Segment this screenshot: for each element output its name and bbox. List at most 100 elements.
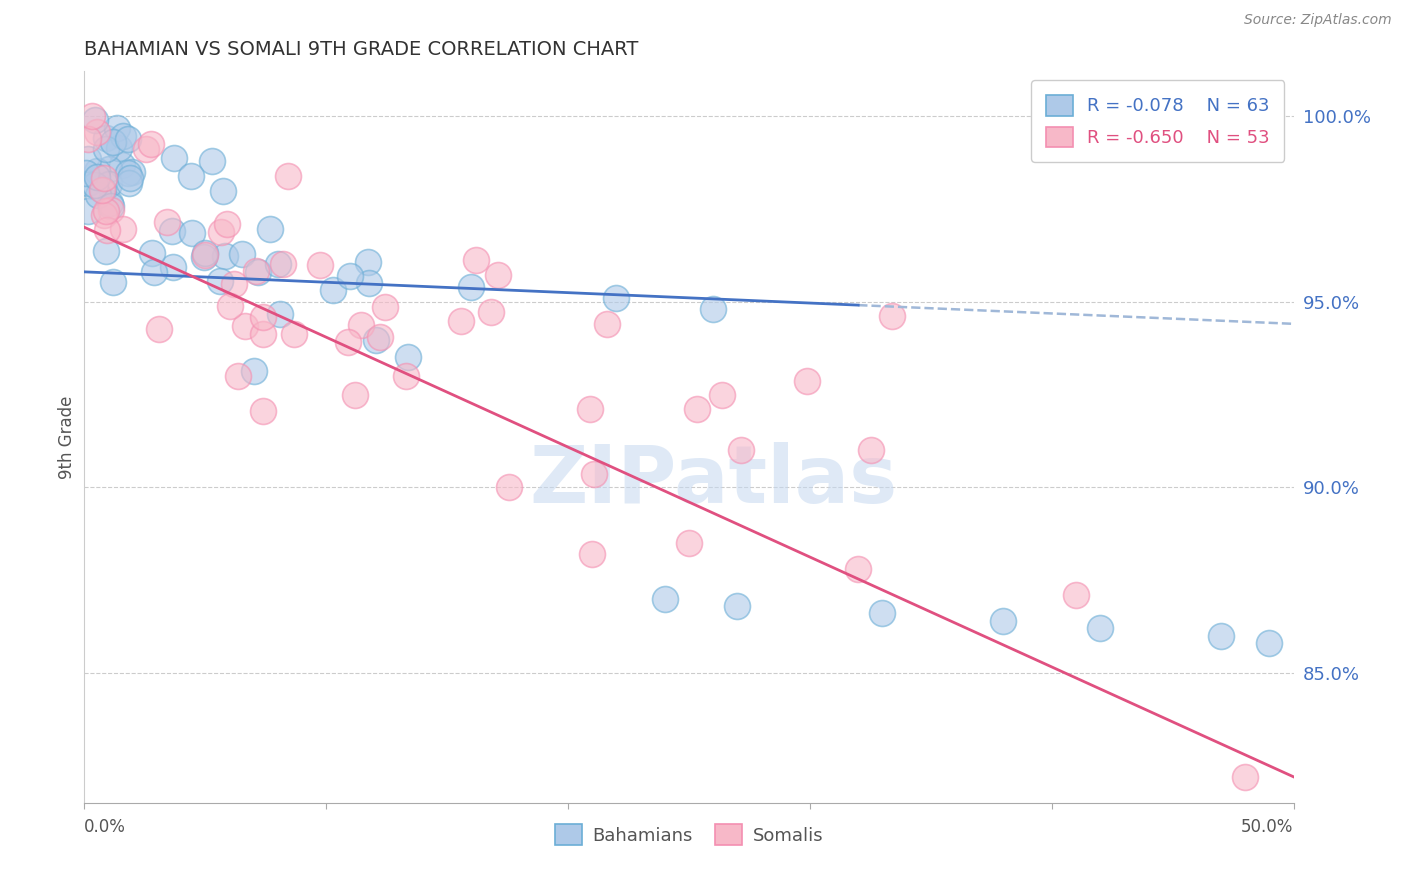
Point bbox=[1088, 621, 1111, 635]
Point bbox=[112, 128, 135, 143]
Point bbox=[77, 132, 100, 146]
Point bbox=[103, 135, 125, 149]
Point bbox=[96, 142, 118, 156]
Point bbox=[162, 260, 184, 274]
Point bbox=[605, 291, 627, 305]
Point bbox=[200, 154, 222, 169]
Point bbox=[160, 224, 183, 238]
Point bbox=[259, 222, 281, 236]
Point bbox=[118, 176, 141, 190]
Point bbox=[859, 442, 882, 457]
Point bbox=[267, 257, 290, 271]
Point bbox=[96, 203, 118, 218]
Text: 50.0%: 50.0% bbox=[1241, 818, 1294, 836]
Point bbox=[94, 131, 117, 145]
Point bbox=[194, 248, 217, 262]
Point bbox=[1064, 588, 1087, 602]
Point bbox=[143, 265, 166, 279]
Point bbox=[344, 388, 367, 402]
Point bbox=[120, 171, 142, 186]
Point bbox=[581, 547, 603, 561]
Point bbox=[141, 246, 163, 260]
Point bbox=[96, 223, 118, 237]
Point bbox=[283, 326, 305, 341]
Point bbox=[359, 276, 381, 290]
Point bbox=[209, 274, 232, 288]
Point bbox=[135, 143, 157, 157]
Point bbox=[882, 310, 904, 324]
Point bbox=[103, 275, 125, 289]
Point bbox=[872, 607, 894, 621]
Point bbox=[82, 109, 104, 123]
Point bbox=[193, 250, 215, 264]
Point bbox=[460, 279, 482, 293]
Point bbox=[211, 185, 233, 199]
Point bbox=[350, 318, 373, 333]
Point bbox=[194, 246, 217, 260]
Point bbox=[654, 591, 676, 606]
Point bbox=[219, 299, 242, 313]
Point bbox=[685, 402, 707, 417]
Point bbox=[246, 265, 269, 279]
Point bbox=[217, 218, 239, 232]
Text: Source: ZipAtlas.com: Source: ZipAtlas.com bbox=[1244, 13, 1392, 28]
Point bbox=[1234, 770, 1257, 784]
Point bbox=[94, 244, 117, 258]
Point bbox=[498, 480, 520, 494]
Point bbox=[277, 169, 299, 183]
Point bbox=[711, 387, 734, 401]
Text: 0.0%: 0.0% bbox=[84, 818, 127, 836]
Point bbox=[322, 283, 344, 297]
Point bbox=[91, 183, 114, 197]
Point bbox=[214, 249, 236, 263]
Point bbox=[87, 187, 110, 202]
Point bbox=[209, 225, 232, 239]
Point bbox=[309, 258, 332, 272]
Point bbox=[725, 599, 748, 613]
Point bbox=[231, 247, 253, 261]
Y-axis label: 9th Grade: 9th Grade bbox=[58, 395, 76, 479]
Point bbox=[479, 305, 502, 319]
Point bbox=[148, 322, 170, 336]
Point bbox=[233, 318, 256, 333]
Legend: Bahamians, Somalis: Bahamians, Somalis bbox=[547, 817, 831, 852]
Point bbox=[180, 169, 202, 183]
Point bbox=[77, 204, 100, 219]
Point bbox=[596, 317, 619, 331]
Point bbox=[93, 208, 115, 222]
Point bbox=[105, 120, 128, 135]
Point bbox=[76, 176, 98, 190]
Point bbox=[156, 215, 179, 229]
Point bbox=[486, 268, 509, 283]
Point bbox=[100, 199, 122, 213]
Point bbox=[396, 350, 419, 364]
Point bbox=[339, 268, 361, 283]
Text: ZIPatlas: ZIPatlas bbox=[529, 442, 897, 520]
Point bbox=[730, 442, 752, 457]
Point bbox=[226, 369, 249, 384]
Point bbox=[450, 314, 472, 328]
Point bbox=[582, 467, 605, 481]
Point bbox=[117, 132, 139, 146]
Point bbox=[139, 137, 162, 152]
Point bbox=[100, 202, 122, 217]
Point bbox=[678, 536, 700, 550]
Point bbox=[97, 161, 120, 176]
Point bbox=[796, 374, 818, 388]
Point bbox=[86, 169, 108, 184]
Point bbox=[357, 255, 380, 269]
Point bbox=[702, 301, 724, 316]
Point bbox=[364, 333, 387, 347]
Point bbox=[93, 171, 115, 186]
Point bbox=[368, 330, 391, 344]
Point bbox=[97, 177, 120, 191]
Point bbox=[83, 178, 105, 193]
Point bbox=[76, 153, 98, 167]
Point bbox=[374, 300, 396, 314]
Point bbox=[337, 334, 360, 349]
Point bbox=[117, 167, 139, 181]
Point bbox=[273, 257, 295, 271]
Point bbox=[163, 151, 186, 165]
Point bbox=[111, 158, 134, 172]
Point bbox=[242, 363, 264, 377]
